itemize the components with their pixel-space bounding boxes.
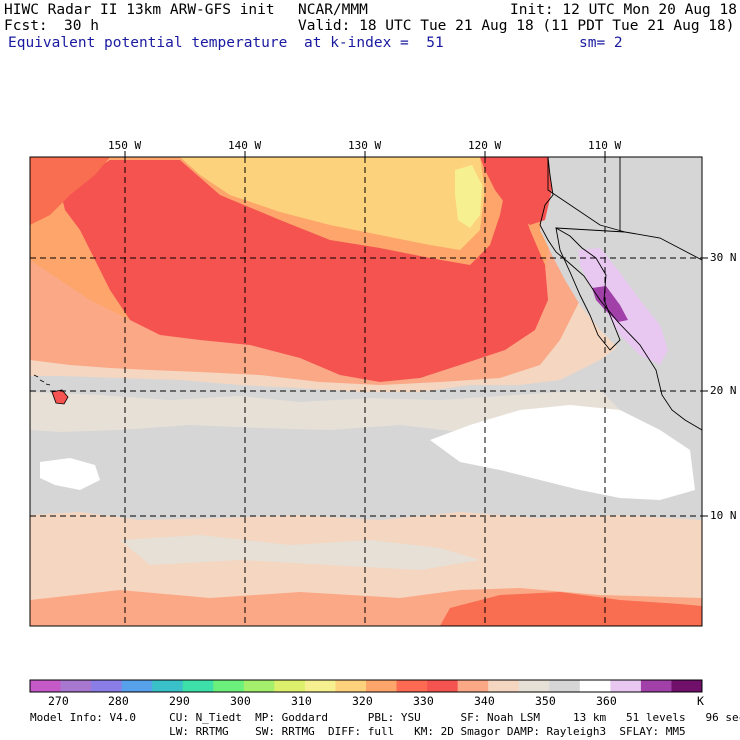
- model-info-line2: LW: RRTMG SW: RRTMG DIFF: full KM: 2D Sm…: [30, 725, 686, 738]
- colorbar-swatch: [549, 680, 581, 692]
- colorbar-tick-340: 340: [474, 694, 495, 708]
- institution-label: NCAR/MMM: [298, 2, 368, 18]
- colorbar-swatch: [213, 680, 245, 692]
- colorbar-swatch: [274, 680, 306, 692]
- colorbar-swatch: [518, 680, 550, 692]
- lat-label-20n: 20 N: [710, 384, 737, 397]
- colorbar-swatch: [91, 680, 123, 692]
- colorbar-swatch: [579, 680, 611, 692]
- lon-label-130w: 130 W: [348, 139, 382, 152]
- colorbar-swatch: [243, 680, 275, 692]
- lat-label-30n: 30 N: [710, 251, 737, 264]
- field-yellow: [180, 157, 485, 250]
- model-info-line1: Model Info: V4.0 CU: N_Tiedt MP: Goddard…: [30, 711, 740, 724]
- field-name: Equivalent potential temperature: [8, 35, 288, 51]
- field-mid-lightgray: [30, 390, 620, 432]
- field-light-yellow: [455, 165, 482, 228]
- init-time: Init: 12 UTC Mon 20 Aug 18: [510, 2, 737, 18]
- border-us-mexico: [555, 227, 702, 261]
- hawaii-small-islands: [33, 374, 51, 386]
- field-white-patch: [430, 405, 695, 500]
- colorbar-tick-320: 320: [352, 694, 373, 708]
- colorbar-tick-270: 270: [48, 694, 69, 708]
- land-baja-purple: [592, 286, 628, 322]
- colorbar-unit: K: [697, 694, 704, 708]
- lon-label-120w: 120 W: [468, 139, 502, 152]
- colorbar-swatch: [366, 680, 398, 692]
- colorbar-swatch: [457, 680, 489, 692]
- colorbar-swatch: [610, 680, 642, 692]
- lat-label-10n: 10 N: [710, 509, 737, 522]
- colorbar-tick-280: 280: [108, 694, 129, 708]
- colorbar-tick-360: 360: [596, 694, 617, 708]
- colorbar-swatch: [60, 680, 92, 692]
- colorbar-border: [29, 679, 703, 693]
- field-red-nw: [30, 157, 110, 225]
- graticule: [30, 157, 702, 626]
- land-southwest-red: [480, 157, 552, 225]
- lon-label-110w: 110 W: [588, 139, 622, 152]
- land-baja-lavender: [578, 248, 668, 365]
- lon-label-150w: 150 W: [108, 139, 142, 152]
- smoothing-label: sm= 2: [579, 35, 623, 51]
- colorbar-tick-300: 300: [230, 694, 251, 708]
- map-border: [29, 156, 703, 627]
- colorbar-swatch: [640, 680, 672, 692]
- colorbar-swatch: [671, 680, 703, 692]
- coastline-us-mexico: [539, 157, 702, 431]
- state-border-ca-nv: [547, 157, 626, 233]
- colorbar-swatch: [121, 680, 153, 692]
- colorbar-swatch: [335, 680, 367, 692]
- level-index: at k-index = 51: [304, 35, 444, 51]
- valid-time: Valid: 18 UTC Tue 21 Aug 18 (11 PDT Tue …: [298, 18, 735, 34]
- colorbar-swatch: [488, 680, 520, 692]
- colorbar-swatch: [182, 680, 214, 692]
- colorbar-swatch: [396, 680, 428, 692]
- field-white-small: [40, 458, 100, 490]
- baja-peninsula: [555, 227, 621, 351]
- colorbar-tick-330: 330: [413, 694, 434, 708]
- colorbar-tick-350: 350: [535, 694, 556, 708]
- hawaii-islands: [51, 389, 69, 405]
- colorbar-swatch: [30, 680, 62, 692]
- model-title: HIWC Radar II 13km ARW-GFS init: [4, 2, 275, 18]
- colorbar: [29, 679, 703, 693]
- forecast-hour: 30 h: [64, 18, 99, 34]
- colorbar-swatch: [427, 680, 459, 692]
- field-south-red: [440, 592, 702, 626]
- lon-label-140w: 140 W: [228, 139, 262, 152]
- colorbar-swatch: [152, 680, 184, 692]
- forecast-label: Fcst:: [4, 18, 48, 34]
- colorbar-tick-290: 290: [169, 694, 190, 708]
- colorbar-tick-310: 310: [291, 694, 312, 708]
- field-south-lightgray: [120, 535, 480, 570]
- colorbar-swatch: [304, 680, 336, 692]
- tick-marks: [124, 151, 708, 517]
- field-red: [60, 160, 548, 382]
